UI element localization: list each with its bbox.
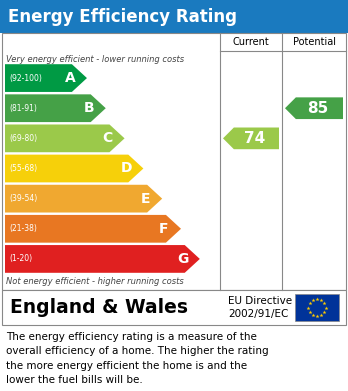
- Polygon shape: [5, 215, 181, 243]
- Text: E: E: [140, 192, 150, 206]
- Polygon shape: [5, 94, 106, 122]
- Text: The energy efficiency rating is a measure of the
overall efficiency of a home. T: The energy efficiency rating is a measur…: [6, 332, 269, 385]
- Text: (69-80): (69-80): [9, 134, 37, 143]
- Polygon shape: [5, 185, 162, 213]
- Text: (1-20): (1-20): [9, 255, 32, 264]
- Polygon shape: [5, 154, 143, 182]
- Text: (81-91): (81-91): [9, 104, 37, 113]
- Text: F: F: [159, 222, 169, 236]
- Text: (39-54): (39-54): [9, 194, 37, 203]
- Text: Not energy efficient - higher running costs: Not energy efficient - higher running co…: [6, 278, 184, 287]
- Polygon shape: [5, 245, 200, 273]
- Bar: [2, 33, 346, 290]
- Bar: [2, 290, 346, 325]
- Text: EU Directive
2002/91/EC: EU Directive 2002/91/EC: [228, 296, 292, 319]
- Text: (92-100): (92-100): [9, 74, 42, 83]
- Text: Very energy efficient - lower running costs: Very energy efficient - lower running co…: [6, 54, 184, 63]
- Text: (21-38): (21-38): [9, 224, 37, 233]
- Text: B: B: [84, 101, 94, 115]
- Polygon shape: [5, 64, 87, 92]
- Text: Energy Efficiency Rating: Energy Efficiency Rating: [8, 7, 237, 25]
- Text: Potential: Potential: [293, 37, 335, 47]
- Text: Current: Current: [232, 37, 269, 47]
- Text: England & Wales: England & Wales: [10, 298, 188, 317]
- Text: (55-68): (55-68): [9, 164, 37, 173]
- Text: 85: 85: [307, 101, 328, 116]
- Bar: [295, 294, 339, 321]
- Polygon shape: [223, 127, 279, 149]
- Text: A: A: [64, 71, 75, 85]
- Text: 74: 74: [244, 131, 265, 146]
- Text: D: D: [120, 161, 132, 176]
- Text: C: C: [102, 131, 113, 145]
- Polygon shape: [5, 124, 125, 152]
- Text: G: G: [177, 252, 188, 266]
- Bar: [0, 0, 348, 33]
- Polygon shape: [285, 97, 343, 119]
